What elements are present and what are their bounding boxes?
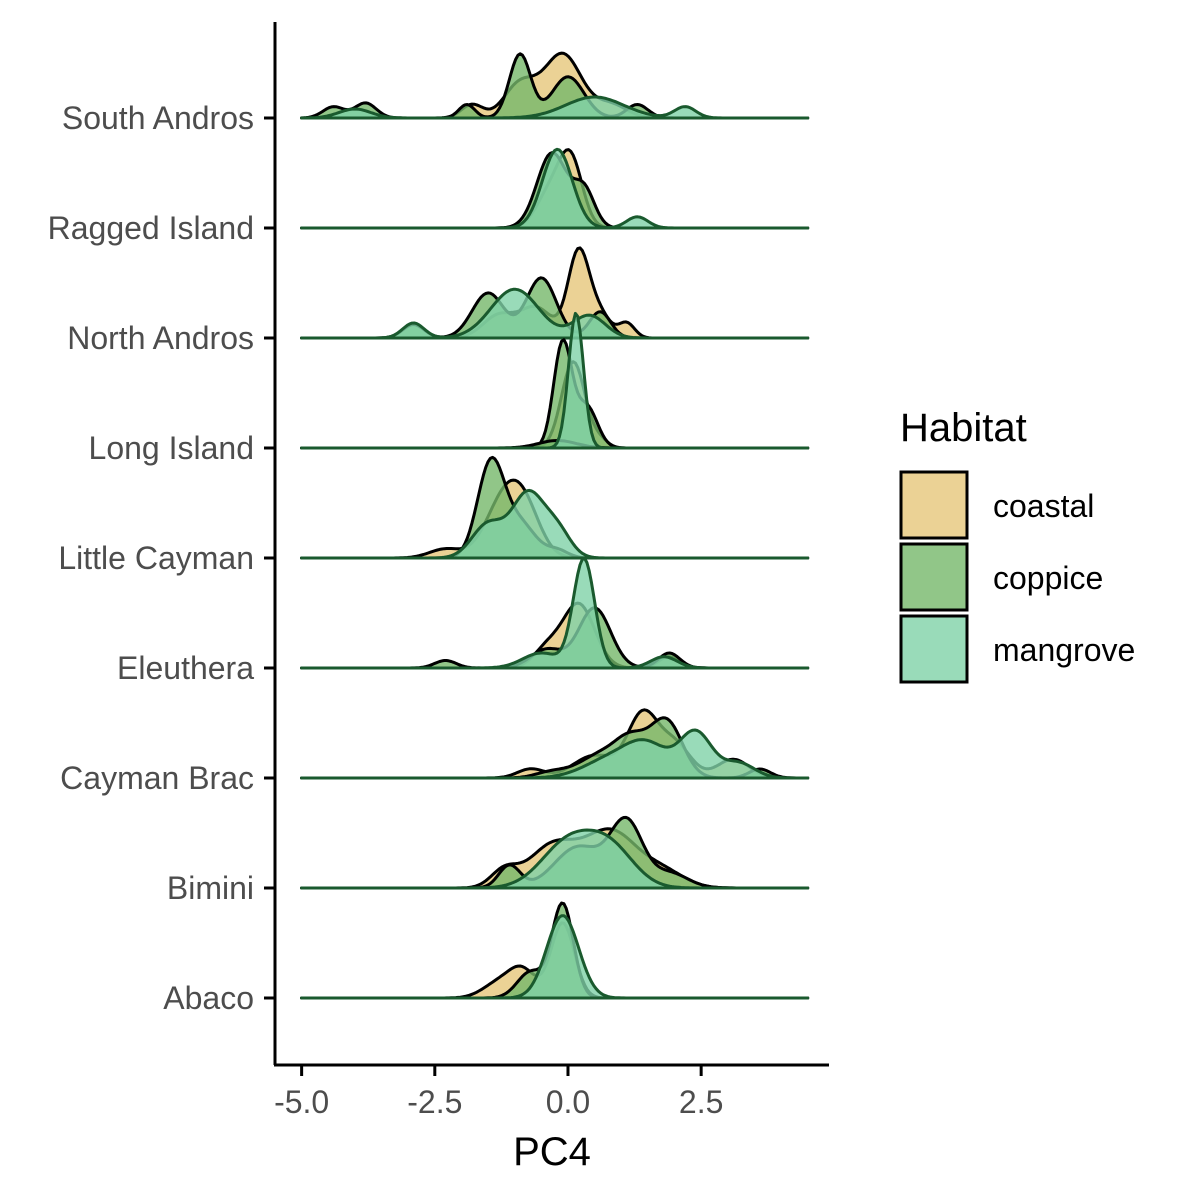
density-mangrove-long-island bbox=[300, 311, 810, 450]
y-tick-label: Abaco bbox=[163, 980, 254, 1016]
legend-label-coastal: coastal bbox=[993, 488, 1094, 524]
legend-swatch-coastal bbox=[899, 470, 969, 540]
y-tick-label: Ragged Island bbox=[48, 210, 254, 246]
density-mangrove-ragged-island bbox=[300, 147, 810, 230]
density-mangrove-abaco bbox=[300, 914, 810, 1000]
density-mangrove-little-cayman bbox=[300, 488, 810, 560]
x-tick-label: -2.5 bbox=[407, 1084, 462, 1120]
y-tick-label: North Andros bbox=[67, 320, 254, 356]
y-tick-label: Cayman Brac bbox=[60, 760, 254, 796]
y-tick-label: Eleuthera bbox=[117, 650, 254, 686]
x-axis-title: PC4 bbox=[513, 1130, 591, 1174]
density-mangrove-eleuthera bbox=[300, 556, 810, 670]
density-coppice-long-island bbox=[300, 338, 810, 450]
density-mangrove-bimini bbox=[300, 828, 810, 890]
density-mangrove-south-andros bbox=[300, 95, 810, 120]
axes-layer bbox=[273, 22, 829, 1067]
y-ticks: Abaco Bimini Cayman Brac Eleuthera Little Ca… bbox=[48, 100, 275, 1016]
y-tick-label: Bimini bbox=[167, 870, 254, 906]
legend-swatch-coppice bbox=[899, 542, 969, 612]
legend-label-mangrove: mangrove bbox=[993, 632, 1135, 668]
density-mangrove-north-andros bbox=[300, 287, 810, 340]
x-ticks: -5.0 -2.5 0.0 2.5 bbox=[274, 1065, 723, 1120]
legend-items: coastal coppice mangrove bbox=[899, 470, 1135, 684]
legend-title: Habitat bbox=[900, 406, 1027, 450]
x-tick-label: 2.5 bbox=[679, 1084, 723, 1120]
legend-label-coppice: coppice bbox=[993, 560, 1103, 596]
legend: Habitat coastal coppice mangrove bbox=[899, 406, 1135, 684]
y-tick-label: South Andros bbox=[62, 100, 254, 136]
legend-swatch-mangrove bbox=[899, 614, 969, 684]
ridges-layer bbox=[300, 51, 810, 1000]
x-tick-label: 0.0 bbox=[546, 1084, 590, 1120]
density-mangrove-cayman-brac bbox=[300, 728, 810, 780]
x-tick-label: -5.0 bbox=[274, 1084, 329, 1120]
y-tick-label: Little Cayman bbox=[58, 540, 254, 576]
y-tick-label: Long Island bbox=[89, 430, 254, 466]
